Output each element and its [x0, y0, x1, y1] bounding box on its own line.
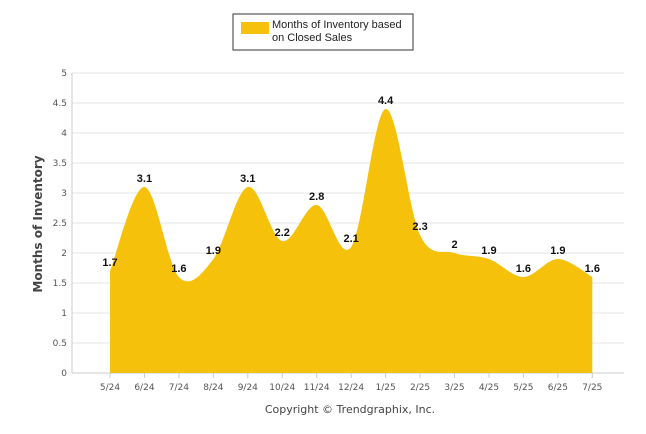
data-label: 2.3	[412, 221, 427, 233]
x-tick-label: 7/25	[582, 383, 602, 393]
data-label: 3.1	[240, 173, 255, 185]
area-series	[110, 108, 593, 373]
y-axis-ticks: 0 0.5 1 1.5 2 2.5 3 3.5 4 4.5 5	[53, 69, 68, 379]
data-label: 2.8	[309, 191, 324, 203]
legend-label-line1: Months of Inventory based	[272, 19, 402, 31]
data-label: 1.6	[516, 263, 531, 275]
y-tick-label: 3.5	[53, 159, 67, 169]
y-tick-label: 4.5	[53, 99, 67, 109]
x-tick-label: 4/25	[479, 383, 499, 393]
data-label: 1.9	[206, 245, 221, 257]
x-tick-label: 8/24	[203, 383, 223, 393]
y-tick-label: 0.5	[53, 339, 67, 349]
y-tick-label: 1	[61, 309, 67, 319]
data-label: 4.4	[378, 95, 394, 107]
legend-label-line2: on Closed Sales	[272, 32, 353, 44]
x-tick-label: 1/25	[375, 383, 395, 393]
y-tick-label: 0	[61, 369, 67, 379]
plot-area	[110, 108, 593, 373]
y-axis-title: Months of Inventory	[31, 155, 45, 292]
y-tick-label: 2.5	[53, 219, 67, 229]
data-label: 1.7	[102, 257, 117, 269]
x-tick-label: 3/25	[444, 383, 464, 393]
data-label: 2.2	[275, 227, 290, 239]
x-tick-label: 11/24	[304, 383, 330, 393]
data-label: 1.9	[550, 245, 565, 257]
legend: Months of Inventory based on Closed Sale…	[232, 13, 414, 51]
data-label: 2.1	[344, 233, 359, 245]
legend-swatch	[241, 22, 269, 34]
y-tick-label: 2	[61, 249, 67, 259]
data-labels: 1.7 3.1 1.6 1.9 3.1 2.2 2.8 2.1 4.4 2.3 2 1.9 1.6 1.9…	[102, 95, 600, 275]
x-tick-label: 5/24	[100, 383, 120, 393]
data-label: 1.6	[585, 263, 600, 275]
x-tick-label: 12/24	[338, 383, 364, 393]
data-label: 3.1	[137, 173, 152, 185]
data-label: 1.6	[171, 263, 186, 275]
x-tick-label: 6/25	[548, 383, 568, 393]
data-label: 2	[451, 239, 457, 251]
x-tick-label: 9/24	[238, 383, 258, 393]
x-axis-ticks: 5/24 6/24 7/24 8/24 9/24 10/24 11/24 12/24 1/25 2…	[100, 373, 602, 393]
data-label: 1.9	[481, 245, 496, 257]
x-tick-label: 6/24	[134, 383, 154, 393]
y-tick-label: 5	[61, 69, 67, 79]
y-tick-label: 4	[61, 129, 67, 139]
x-tick-label: 10/24	[269, 383, 295, 393]
x-tick-label: 7/24	[169, 383, 189, 393]
x-tick-label: 5/25	[513, 383, 533, 393]
x-tick-label: 2/25	[410, 383, 430, 393]
y-tick-label: 3	[61, 189, 67, 199]
copyright-text: Copyright © Trendgraphix, Inc.	[265, 403, 435, 416]
y-tick-label: 1.5	[53, 279, 67, 289]
